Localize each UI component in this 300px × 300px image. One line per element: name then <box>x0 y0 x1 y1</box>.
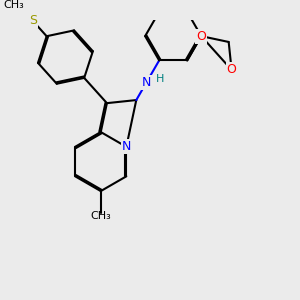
Text: S: S <box>29 14 37 27</box>
Text: CH₃: CH₃ <box>4 1 24 10</box>
Text: O: O <box>196 30 206 43</box>
Text: H: H <box>155 74 164 84</box>
Text: N: N <box>122 140 131 153</box>
Text: O: O <box>227 63 236 76</box>
Text: N: N <box>142 76 151 89</box>
Text: CH₃: CH₃ <box>90 211 111 221</box>
